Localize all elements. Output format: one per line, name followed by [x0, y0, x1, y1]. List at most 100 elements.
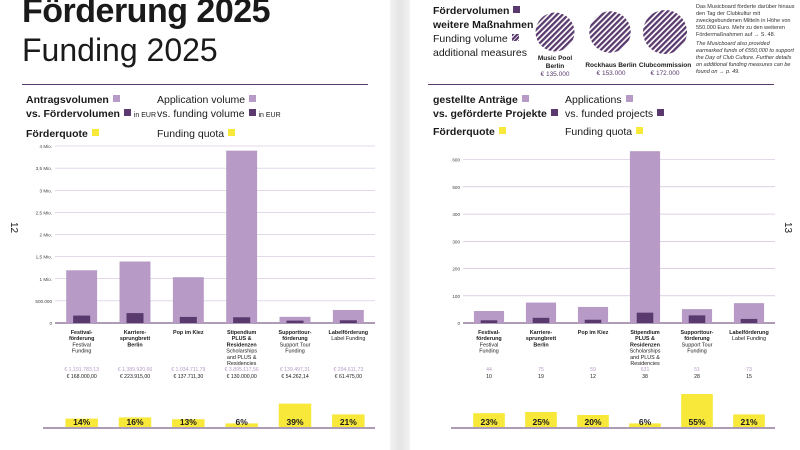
quota-label: 6% [236, 417, 249, 427]
legend-line: Fördervolumen [433, 5, 510, 17]
y-tick-label: 1 Mio. [39, 277, 52, 282]
legend-line: Förderquote [433, 126, 495, 138]
legend-line: Funding quota [157, 128, 225, 140]
legend-swatch-light [521, 95, 529, 102]
bar-applied [172, 277, 204, 323]
legend-line: Förderquote [26, 128, 88, 140]
value-label-applied: 73 [746, 367, 752, 373]
bar-applied [119, 261, 151, 323]
quota-label: 14% [73, 417, 90, 427]
bar-applied [66, 270, 98, 323]
measures-note: Das Musicboard förderte darüber hinaus d… [696, 4, 796, 76]
bar-funded [480, 320, 498, 323]
value-label-applied: € 1.191.783,13 [64, 367, 99, 373]
value-label-applied: 44 [486, 367, 492, 373]
category-label-de: Stipendium PLUS & Residenzen [630, 330, 660, 348]
y-tick-label: 500.000 [35, 299, 52, 304]
value-label-funded: € 223.915,00 [120, 374, 150, 380]
y-tick-label: 600 [452, 158, 460, 163]
title-en: Funding 2025 [22, 32, 218, 68]
legend-swatch-light [249, 95, 257, 102]
legend-line: vs. Fördervolumen [26, 108, 120, 120]
value-label-funded: € 137.711,30 [173, 374, 203, 380]
y-tick-label: 100 [452, 294, 460, 299]
category-label-en: Festival Funding [479, 342, 498, 354]
bar-applied [473, 311, 505, 323]
quota-label: 21% [340, 417, 357, 427]
value-label-applied: 59 [590, 367, 596, 373]
quota-bar [332, 414, 365, 427]
category-label-de: Festival-förderung [476, 330, 501, 342]
chart-right: 0 100 200 300 400 500 600 Festival-förderungFes… [451, 151, 775, 429]
quota-bar [278, 403, 312, 427]
quota-bar [629, 423, 661, 427]
bar-applied [332, 309, 364, 323]
measure-value: € 153.000 [596, 70, 626, 77]
legend-line: vs. geförderte Projekte [433, 108, 547, 120]
legend-unit: in EUR [133, 112, 157, 119]
right-legend-en: Applications vs. funded projects Funding… [565, 93, 665, 139]
quota-label: 25% [532, 417, 549, 427]
left-legend-en: Application volume vs. funding volume in… [157, 93, 281, 141]
measure-item: Clubcommission € 172.000 [636, 62, 694, 78]
quota-bar [525, 412, 557, 427]
category-label-de: Labelförderung [329, 330, 369, 336]
quota-bar [65, 418, 98, 427]
bar-funded [286, 320, 304, 323]
value-label-funded: € 168.000,00 [67, 374, 97, 380]
value-label-funded: € 61.475,00 [335, 374, 363, 380]
legend-line: vs. funded projects [565, 108, 654, 120]
measure-value: € 135.000 [540, 71, 570, 78]
value-label-applied: € 1.389.920,66 [118, 367, 153, 373]
chart-left: 0 500.000 1 Mio. 1,5 Mio. 2 Mio. 2,5 Mio. 3 Mi… [35, 144, 375, 429]
measures-circles [535, 10, 687, 54]
value-label-funded: 12 [590, 374, 596, 380]
category-label-de: Supporttour-förderung [681, 330, 714, 342]
y-tick-label: 3,5 Mio. [36, 166, 52, 171]
legend-swatch-yellow [91, 129, 99, 136]
legend-swatch-hatched [511, 34, 519, 41]
measure-item: Music Pool Berlin € 135.000 [530, 55, 580, 79]
measure-item: Rockhaus Berlin € 153.000 [580, 62, 642, 78]
legend-line: Funding volume [433, 33, 508, 45]
value-label-funded: 19 [538, 374, 544, 380]
right-legend-de: gestellte Anträge vs. geförderte Projekt… [433, 93, 558, 139]
legend-line: weitere Maßnahmen [433, 19, 534, 31]
category-label-de: Pop im Kiez [173, 330, 204, 336]
quota-bar [225, 423, 258, 427]
y-tick-label: 3 Mio. [39, 188, 52, 193]
y-tick-label: 1,5 Mio. [36, 255, 52, 260]
bar-funded [126, 313, 144, 323]
quota-bar [118, 417, 152, 427]
y-tick-label: 4 Mio. [39, 144, 52, 149]
legend-swatch-dark [657, 109, 665, 116]
quota-label: 39% [286, 417, 303, 427]
quota-bar [681, 394, 713, 427]
category-label-de: Karriere-sprungbrett Berlin [120, 330, 150, 348]
y-tick-label: 200 [452, 267, 460, 272]
category-label-en: Label Funding [331, 336, 365, 342]
value-label-applied: € 1.034.711,79 [171, 367, 205, 373]
category-label-en: Festival Funding [72, 342, 91, 354]
bar-funded [233, 317, 251, 323]
value-label-applied: € 294.611,73 [333, 367, 363, 373]
quota-bar [473, 413, 505, 427]
bar-applied [577, 306, 609, 323]
legend-line: Application volume [157, 94, 246, 106]
page-gutter [390, 0, 410, 450]
quota-label: 13% [180, 417, 197, 427]
value-label-funded: 10 [486, 374, 492, 380]
value-label-funded: € 130.000,00 [227, 374, 257, 380]
category-label-de: Pop im Kiez [578, 330, 609, 336]
bar-funded [339, 320, 357, 323]
measures-legend-de: Fördervolumen weitere Maßnahmen Funding … [433, 4, 533, 60]
bar-funded [584, 319, 602, 323]
y-tick-label: 0 [457, 321, 460, 326]
category-label-en: Support Tour Funding [280, 342, 311, 354]
measures-note-en: The Musicboard also provided earmarked f… [696, 41, 794, 75]
legend-swatch-dark [513, 6, 521, 13]
legend-swatch-dark [123, 109, 131, 116]
bar-funded [532, 317, 550, 323]
value-label-applied: € 139.497,31 [280, 367, 310, 373]
measure-circle [535, 12, 575, 52]
